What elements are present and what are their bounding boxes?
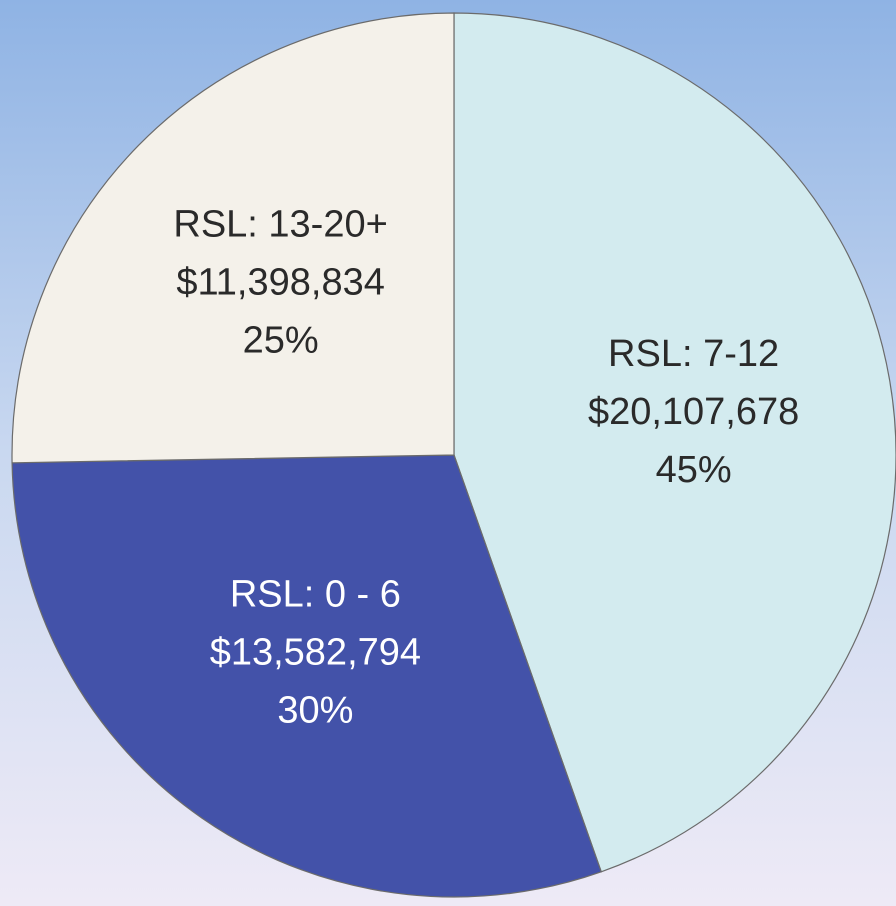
pie-slice	[11, 12, 455, 464]
slice-value-label: $13,582,794	[210, 632, 421, 674]
slice-label: RSL: 0 - 6	[230, 574, 401, 616]
slice-label: RSL: 13-20+	[173, 204, 387, 246]
pie-slice	[453, 12, 896, 873]
pie-slice	[11, 454, 602, 898]
slice-label: RSL: 7-12	[608, 333, 779, 375]
slice-percent-label: 30%	[277, 690, 353, 732]
slice-value-label: $20,107,678	[588, 391, 799, 433]
slice-value-label: $11,398,834	[176, 262, 385, 304]
slice-percent-label: 25%	[243, 320, 319, 362]
slice-percent-label: 45%	[656, 449, 732, 491]
